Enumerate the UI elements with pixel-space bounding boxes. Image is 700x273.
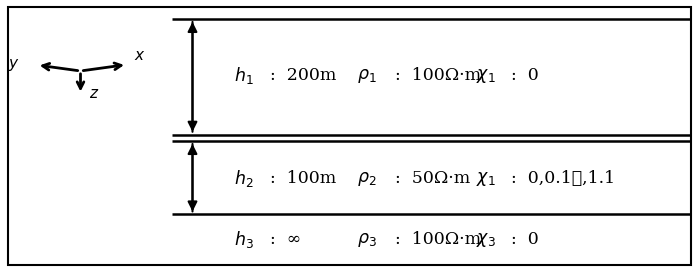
Text: $\rho_2$: $\rho_2$ xyxy=(357,170,377,188)
Text: $h_1$: $h_1$ xyxy=(234,65,254,86)
Text: :  100m: : 100m xyxy=(270,170,336,187)
Text: $\chi_1$: $\chi_1$ xyxy=(476,170,496,188)
Text: $x$: $x$ xyxy=(134,49,146,63)
Text: $\chi_1$: $\chi_1$ xyxy=(476,67,496,85)
Text: $h_2$: $h_2$ xyxy=(234,168,254,189)
Text: $z$: $z$ xyxy=(89,87,99,101)
Text: :  0,0.1⋯,1.1: : 0,0.1⋯,1.1 xyxy=(511,170,615,187)
Text: :  100Ω·m: : 100Ω·m xyxy=(395,231,482,248)
Text: :  0: : 0 xyxy=(511,67,539,84)
Text: $\rho_1$: $\rho_1$ xyxy=(357,67,377,85)
Text: :  200m: : 200m xyxy=(270,67,336,84)
Text: $\chi_3$: $\chi_3$ xyxy=(476,231,496,248)
Text: $y$: $y$ xyxy=(8,57,20,73)
Text: $h_3$: $h_3$ xyxy=(234,229,254,250)
Text: :  0: : 0 xyxy=(511,231,539,248)
Text: :  ∞: : ∞ xyxy=(270,231,301,248)
Text: :  100Ω·m: : 100Ω·m xyxy=(395,67,482,84)
Text: $\rho_3$: $\rho_3$ xyxy=(357,231,377,248)
Text: :  50Ω·m: : 50Ω·m xyxy=(395,170,470,187)
